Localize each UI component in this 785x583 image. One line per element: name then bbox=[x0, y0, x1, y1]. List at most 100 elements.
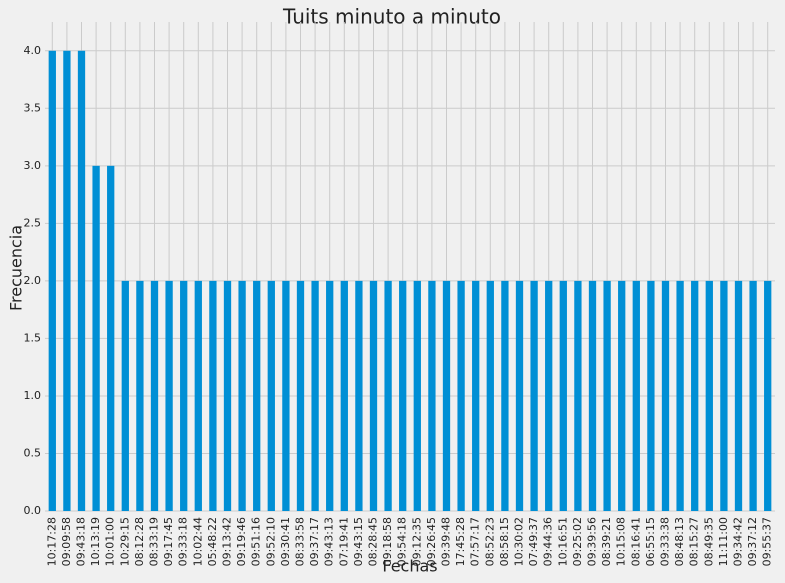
bar bbox=[311, 280, 319, 511]
bar bbox=[326, 280, 334, 511]
bar bbox=[530, 280, 538, 511]
bar bbox=[209, 280, 217, 511]
bar bbox=[574, 280, 582, 511]
bar bbox=[77, 50, 86, 511]
bar bbox=[267, 280, 275, 511]
x-tick-label: 07:57:17 bbox=[469, 517, 482, 566]
bar bbox=[676, 280, 684, 511]
x-tick-label: 09:43:15 bbox=[352, 517, 365, 566]
y-tick-label: 3.0 bbox=[24, 159, 42, 172]
bar bbox=[369, 280, 378, 511]
x-tick-label: 09:17:45 bbox=[162, 517, 175, 566]
x-tick-label: 07:19:41 bbox=[337, 517, 350, 566]
bar bbox=[442, 280, 451, 511]
bar bbox=[355, 280, 363, 511]
x-tick-label: 10:30:02 bbox=[513, 517, 526, 566]
x-tick-label: 10:17:28 bbox=[45, 517, 58, 566]
bar bbox=[107, 165, 115, 511]
bar bbox=[661, 280, 670, 511]
bar bbox=[121, 280, 129, 511]
bar bbox=[545, 280, 553, 511]
bar bbox=[238, 280, 246, 511]
bar bbox=[764, 280, 772, 511]
x-tick-label: 09:43:13 bbox=[323, 517, 336, 566]
bar bbox=[48, 50, 56, 511]
x-tick-label: 09:51:16 bbox=[250, 517, 263, 566]
x-tick-label: 09:37:17 bbox=[308, 517, 321, 566]
bar bbox=[632, 280, 640, 511]
x-tick-label: 10:02:44 bbox=[191, 517, 204, 566]
x-tick-label: 08:49:35 bbox=[702, 517, 715, 566]
x-tick-label: 09:09:58 bbox=[60, 517, 73, 566]
bar bbox=[472, 280, 480, 511]
bar bbox=[253, 280, 261, 511]
bar bbox=[501, 280, 509, 511]
x-tick-label: 09:30:41 bbox=[279, 517, 292, 566]
bar bbox=[194, 280, 202, 511]
bar bbox=[720, 280, 728, 511]
x-tick-label: 09:34:42 bbox=[732, 517, 745, 566]
x-tick-label: 08:58:15 bbox=[498, 517, 511, 566]
x-tick-label: 10:13:19 bbox=[89, 517, 102, 566]
x-tick-label: 09:26:45 bbox=[425, 517, 438, 566]
x-tick-label: 09:33:18 bbox=[177, 517, 190, 566]
bar bbox=[223, 280, 232, 511]
x-tick-label: 09:54:18 bbox=[396, 517, 409, 566]
bar bbox=[559, 280, 567, 511]
y-tick-label: 2.5 bbox=[24, 216, 42, 229]
bar bbox=[618, 280, 626, 511]
bar bbox=[399, 280, 407, 511]
x-tick-label: 09:13:42 bbox=[221, 517, 234, 566]
y-axis-label: Frecuencia bbox=[7, 225, 26, 311]
x-tick-label: 17:45:28 bbox=[454, 517, 467, 566]
x-tick-label: 08:48:13 bbox=[673, 517, 686, 566]
x-tick-label: 06:55:15 bbox=[644, 517, 657, 566]
bar bbox=[340, 280, 348, 511]
x-tick-label: 08:16:41 bbox=[629, 517, 642, 566]
x-tick-label: 09:12:35 bbox=[410, 517, 423, 566]
y-tick-label: 0.0 bbox=[24, 504, 42, 517]
y-tick-label: 2.0 bbox=[24, 274, 42, 287]
bar bbox=[63, 50, 71, 511]
x-tick-label: 08:28:45 bbox=[367, 517, 380, 566]
x-tick-label: 09:52:10 bbox=[264, 517, 277, 566]
y-tick-label: 0.5 bbox=[24, 446, 42, 459]
x-tick-label: 09:39:48 bbox=[440, 517, 453, 566]
x-tick-label: 09:18:58 bbox=[381, 517, 394, 566]
bar bbox=[749, 280, 757, 511]
y-tick-label: 3.5 bbox=[24, 101, 42, 114]
bar bbox=[647, 280, 655, 511]
bar bbox=[92, 165, 100, 511]
x-tick-label: 10:01:00 bbox=[104, 517, 117, 566]
bar bbox=[413, 280, 421, 511]
bar bbox=[457, 280, 465, 511]
x-tick-label: 07:49:37 bbox=[527, 517, 540, 566]
x-tick-label: 09:37:12 bbox=[746, 517, 759, 566]
bar bbox=[296, 280, 305, 511]
x-tick-label: 09:43:18 bbox=[75, 517, 88, 566]
x-tick-label: 08:33:58 bbox=[294, 517, 307, 566]
y-tick-label: 1.5 bbox=[24, 331, 42, 344]
bar bbox=[136, 280, 144, 511]
x-tick-label: 05:48:22 bbox=[206, 517, 219, 566]
x-tick-label: 09:44:36 bbox=[542, 517, 555, 566]
bar bbox=[691, 280, 699, 511]
x-tick-label: 08:52:23 bbox=[483, 517, 496, 566]
bar bbox=[384, 280, 392, 511]
bar bbox=[428, 280, 436, 511]
x-tick-label: 11:11:00 bbox=[717, 517, 730, 566]
x-axis-label: Fechas bbox=[382, 557, 437, 576]
bar bbox=[150, 280, 159, 511]
bar bbox=[515, 280, 524, 511]
bar bbox=[705, 280, 713, 511]
bar bbox=[282, 280, 290, 511]
bar bbox=[486, 280, 494, 511]
x-tick-label: 08:12:28 bbox=[133, 517, 146, 566]
bar bbox=[165, 280, 173, 511]
chart-title: Tuits minuto a minuto bbox=[282, 5, 501, 29]
y-tick-label: 4.0 bbox=[24, 44, 42, 57]
y-tick-label: 1.0 bbox=[24, 389, 42, 402]
x-tick-label: 08:33:19 bbox=[148, 517, 161, 566]
